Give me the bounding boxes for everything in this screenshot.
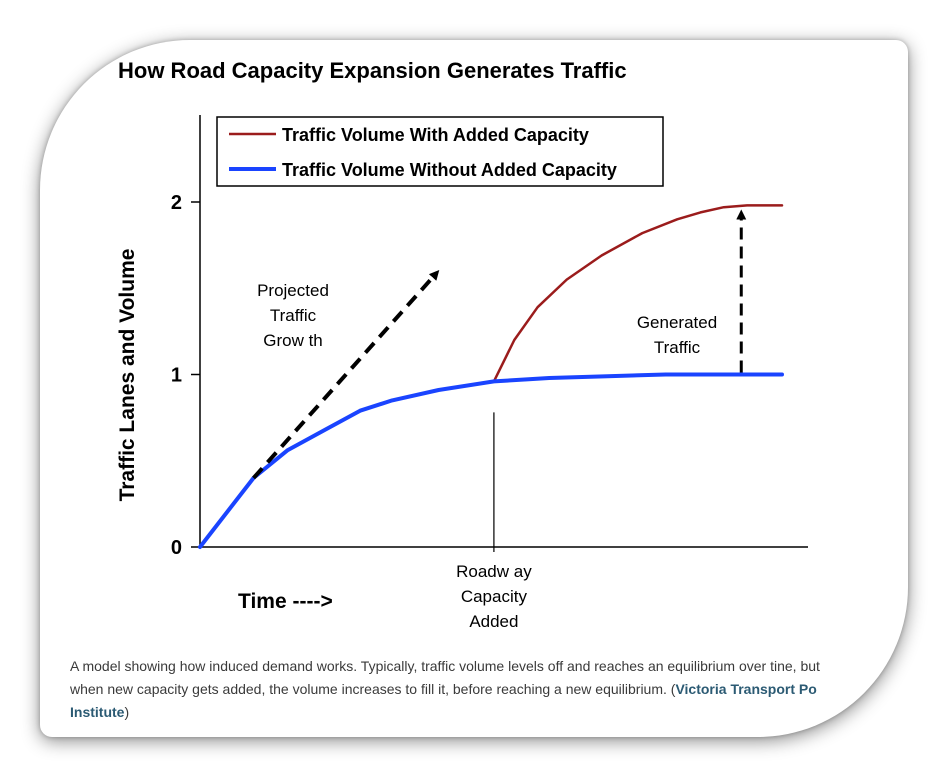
figure-card: How Road Capacity Expansion Generates Tr…	[40, 40, 908, 737]
y-tick-label-0: 0	[171, 537, 182, 559]
annotations: Projected Traffic Grow th Generated Traffic R…	[252, 209, 747, 631]
chart-title: How Road Capacity Expansion Generates Tr…	[118, 58, 627, 83]
x-axis-label: Time ---->	[238, 590, 333, 613]
series-layer	[198, 204, 784, 549]
series-line-with-capacity	[492, 204, 784, 383]
y-tick-label-1: 1	[171, 365, 182, 387]
projected-growth-label-line-2: Grow th	[263, 331, 323, 350]
legend-box	[216, 116, 664, 187]
capacity-added-label-line-2: Added	[469, 612, 518, 631]
capacity-added-label-line-1: Capacity	[461, 587, 528, 606]
generated-traffic-label-line-0: Generated	[637, 313, 717, 332]
caption-line-2-text: when new capacity gets added, the volume…	[70, 681, 676, 697]
caption-line-1: A model showing how induced demand works…	[70, 658, 820, 674]
chart: How Road Capacity Expansion Generates Tr…	[116, 58, 808, 631]
source-credit-link[interactable]: Victoria Transport Po	[675, 681, 817, 697]
projected-growth-label-line-1: Traffic	[270, 306, 317, 325]
projected-growth-label-line-0: Projected	[257, 281, 329, 300]
legend: Traffic Volume With Added Capacity Traff…	[216, 116, 664, 187]
series-line-without-capacity	[198, 372, 784, 549]
figure-caption: A model showing how induced demand works…	[70, 655, 898, 724]
generated-traffic-label-line-1: Traffic	[654, 338, 701, 357]
y-ticks: 0 1 2	[171, 192, 200, 559]
legend-label-without-capacity: Traffic Volume Without Added Capacity	[282, 160, 617, 180]
source-credit-link-continued[interactable]: Institute	[70, 704, 125, 720]
capacity-added-label-line-0: Roadw ay	[456, 562, 532, 581]
axes	[199, 115, 808, 548]
y-axis-label: Traffic Lanes and Volume	[116, 249, 139, 502]
projected-growth-arrow	[252, 270, 440, 480]
caption-line-2: when new capacity gets added, the volume…	[70, 678, 898, 701]
legend-label-with-capacity: Traffic Volume With Added Capacity	[282, 125, 589, 145]
caption-close-paren: )	[124, 704, 130, 720]
caption-line-3: Institute)	[70, 701, 898, 724]
y-tick-label-2: 2	[171, 192, 182, 214]
